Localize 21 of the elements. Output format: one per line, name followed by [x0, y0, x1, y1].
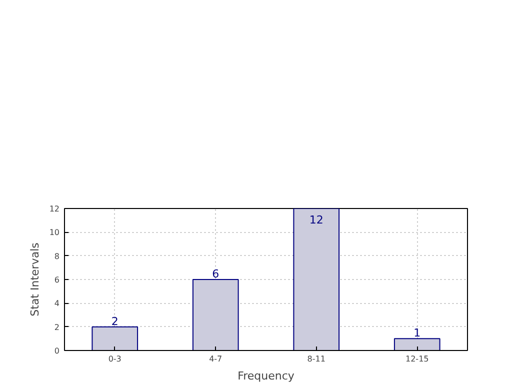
x-tick-label: 12-15	[406, 354, 429, 364]
bar	[394, 338, 440, 350]
y-tick-label: 6	[54, 276, 60, 284]
data-label: 6	[212, 268, 220, 280]
y-tick-label: 10	[49, 228, 60, 238]
y-axis-title: Stat Intervals	[28, 242, 42, 316]
x-tick-label: 4-7	[209, 354, 222, 364]
x-tick-label: 0-3	[108, 354, 122, 364]
bar	[293, 208, 340, 350]
x-tick-label: 8-11	[307, 354, 326, 364]
y-tick-label: 0	[54, 346, 60, 356]
bar	[192, 279, 239, 350]
data-label: 12	[309, 214, 324, 226]
y-tick-label: 12	[49, 204, 60, 214]
data-label: 1	[414, 326, 421, 340]
data-label: 2	[111, 314, 118, 328]
bar	[92, 326, 138, 350]
y-tick-label: 2	[54, 322, 60, 332]
y-tick-label: 8	[54, 252, 60, 261]
y-tick-label: 4	[54, 299, 60, 308]
x-axis-title: Frequency	[238, 370, 295, 382]
